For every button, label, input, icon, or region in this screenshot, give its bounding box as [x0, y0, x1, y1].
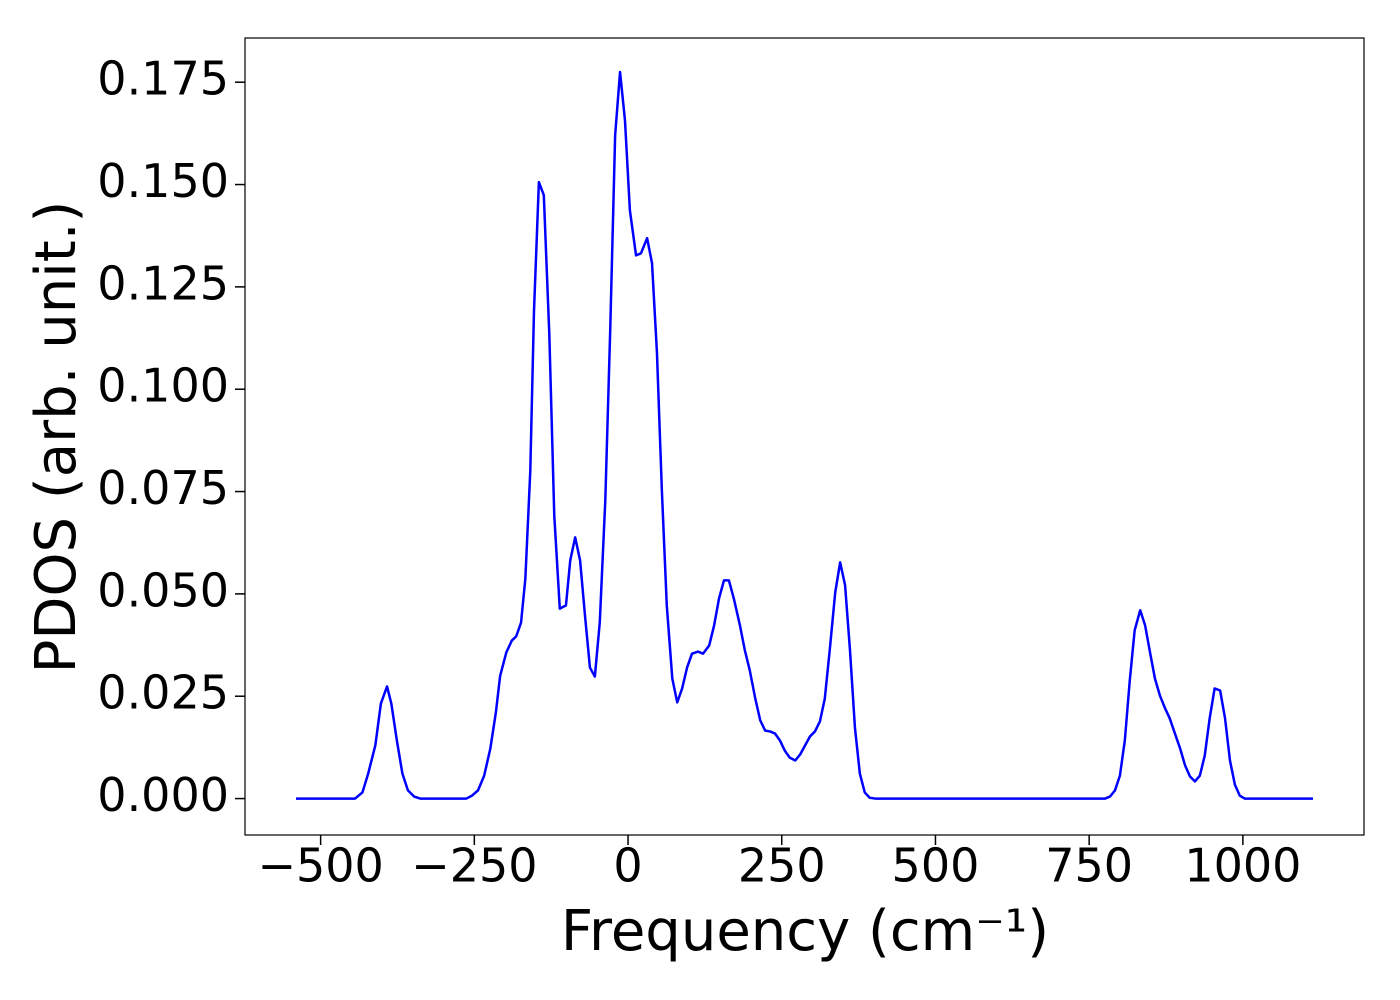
x-tick-label: 1000 [1184, 839, 1301, 893]
y-tick-label: 0.125 [97, 256, 229, 310]
y-tick-label: 0.150 [97, 154, 229, 208]
x-tick-label: −250 [411, 839, 537, 893]
x-tick-label: 500 [892, 839, 980, 893]
x-axis-label: Frequency (cm⁻¹) [561, 899, 1049, 964]
y-tick-label: 0.050 [97, 563, 229, 617]
line [296, 70, 1313, 800]
y-tick-label: 0.000 [97, 768, 229, 822]
x-tick-label: −500 [257, 839, 383, 893]
plot-frame [244, 37, 1365, 836]
x-tick-label: 250 [738, 839, 826, 893]
y-tick-label: 0.100 [97, 359, 229, 413]
y-tick-label: 0.025 [97, 666, 229, 720]
y-axis-label: PDOS (arb. unit.) [24, 201, 89, 674]
x-tick-label: 750 [1045, 839, 1133, 893]
x-tick-label: 0 [613, 839, 642, 893]
y-tick-label: 0.075 [97, 461, 229, 515]
y-tick-label: 0.175 [97, 52, 229, 106]
